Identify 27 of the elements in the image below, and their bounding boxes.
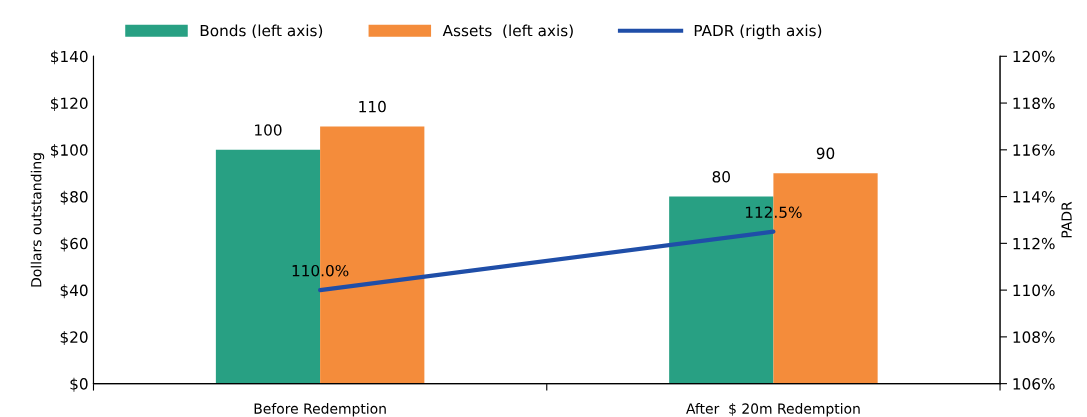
- data-label: 100: [255, 124, 282, 136]
- y-axis-title: Dollars outstanding: [30, 153, 45, 287]
- y-tick-label: $80: [60, 190, 88, 205]
- data-label: 110: [359, 100, 386, 113]
- x-tick-label: Before Redemption: [254, 403, 386, 417]
- legend-label: Assets (left axis): [442, 24, 573, 39]
- y-tick-label: $140: [51, 50, 88, 65]
- y-tick-label: $0: [70, 377, 88, 392]
- y2-tick-label: 106%: [1013, 378, 1055, 390]
- y2-tick-label: 118%: [1013, 97, 1055, 110]
- y2-tick-label: 110%: [1013, 284, 1055, 297]
- legend-label: Bonds (left axis): [200, 24, 323, 39]
- y-tick-label: $120: [51, 97, 88, 112]
- legend-label: PADR (rigth axis): [694, 24, 822, 40]
- y2-tick-label: 116%: [1013, 144, 1055, 156]
- y2-tick-label: 114%: [1013, 191, 1055, 203]
- y-tick-label: $40: [60, 284, 88, 299]
- x-tick-label: After $ 20m Redemption: [686, 403, 860, 417]
- y-tick-label: $60: [60, 237, 88, 252]
- y2-tick-label: 108%: [1013, 331, 1055, 343]
- y-tick-label: $100: [51, 144, 88, 158]
- y-tick-label: $20: [60, 331, 88, 345]
- data-label: 80: [712, 170, 730, 183]
- y2-tick-label: 112%: [1013, 237, 1055, 250]
- y2-axis-title: PADR: [1061, 201, 1072, 238]
- y2-tick-label: 120%: [1013, 50, 1055, 63]
- data-label: 90: [816, 147, 835, 160]
